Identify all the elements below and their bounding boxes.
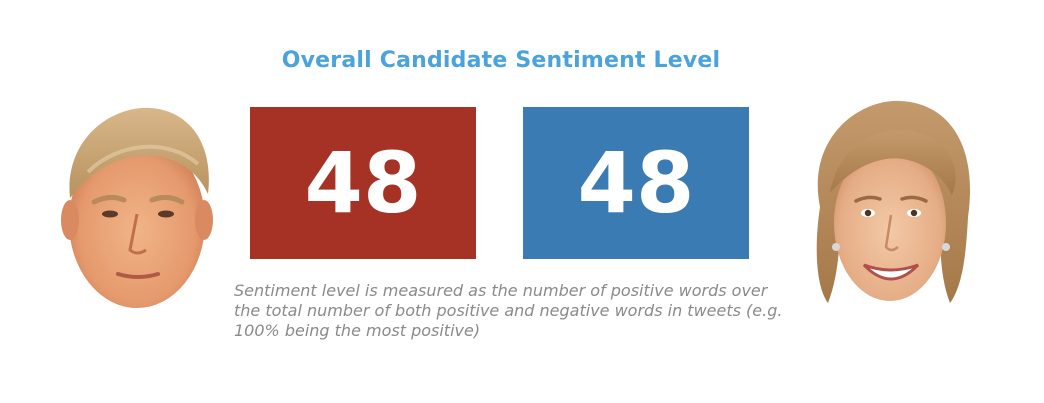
left-candidate-face (61, 107, 213, 308)
sentiment-note: Sentiment level is measured as the numbe… (234, 281, 783, 340)
left-candidate-score: 48 (250, 107, 476, 259)
right-candidate-score: 48 (523, 107, 749, 259)
right-candidate-face (816, 100, 971, 303)
chart-title: Overall Candidate Sentiment Level (281, 48, 721, 73)
